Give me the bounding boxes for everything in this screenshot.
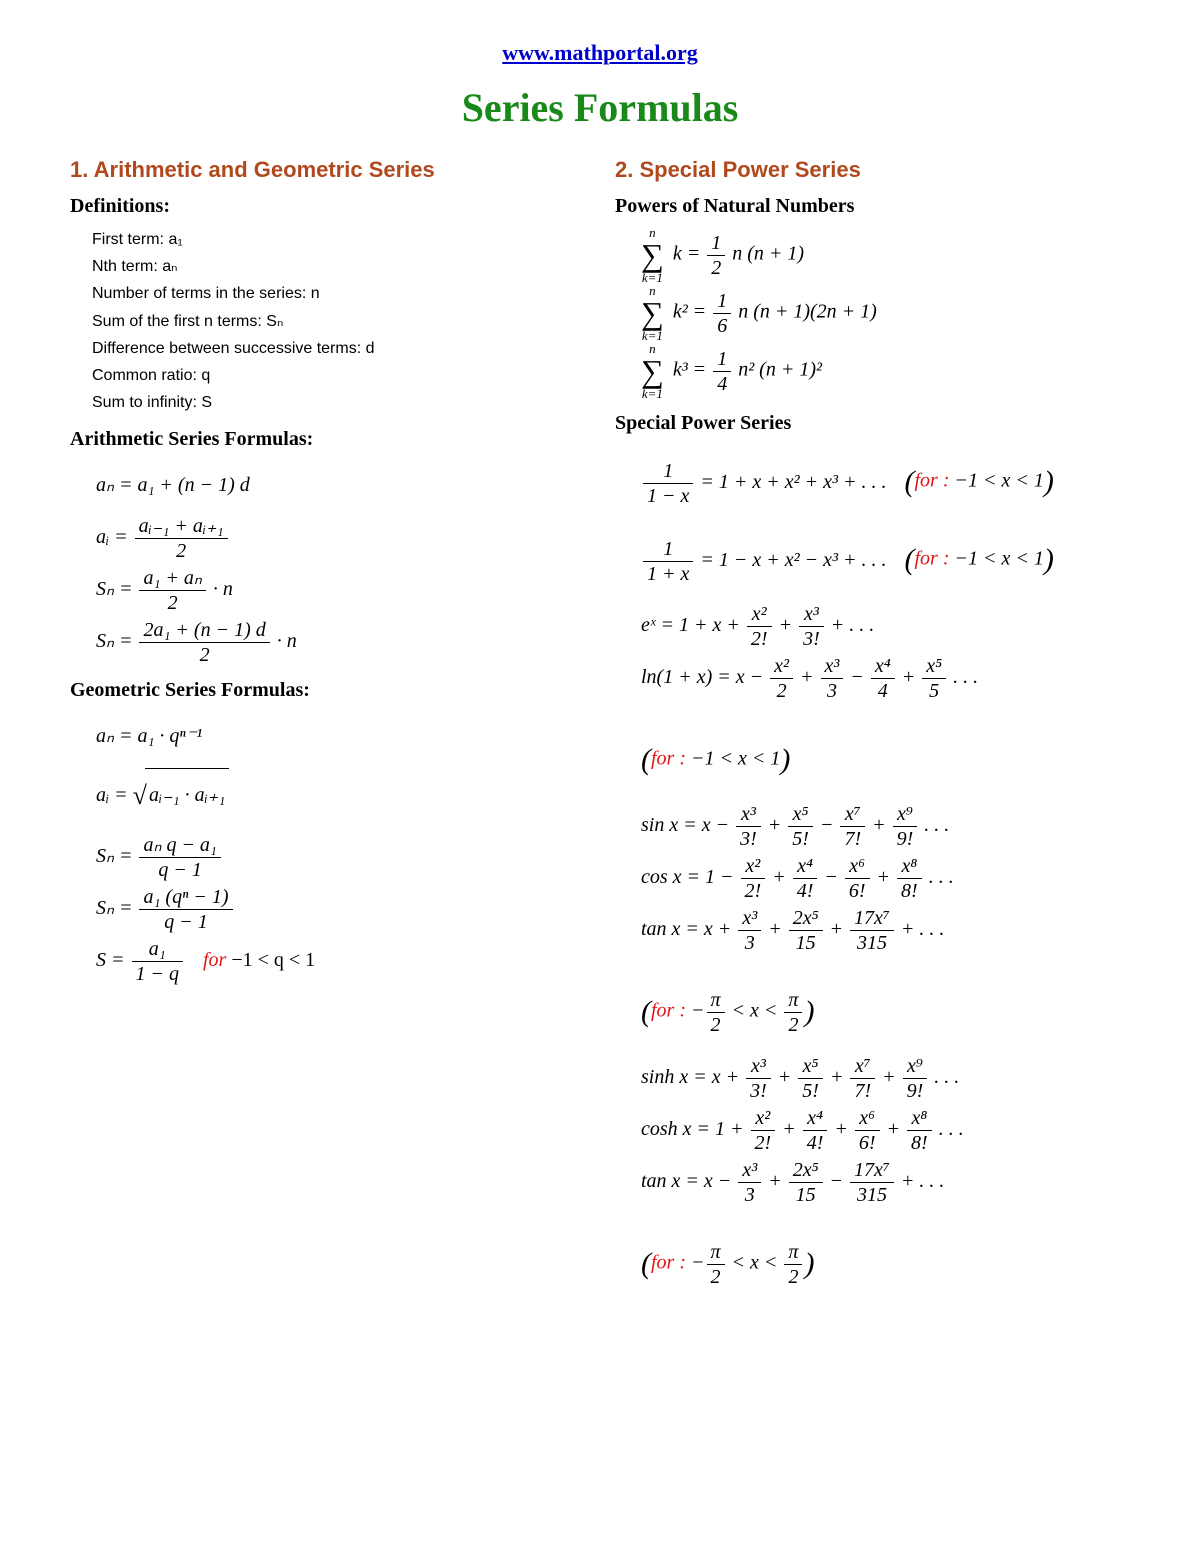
formula-row: cosh x = 1 + x²2! + x⁴4! + x⁶6! + x⁸8! .… — [641, 1103, 1130, 1155]
def-item: Common ratio: q — [92, 362, 585, 389]
formula-condition: (for : −π2 < x < π2) — [641, 1225, 814, 1303]
page-title: Series Formulas — [70, 84, 1130, 131]
formula-text: tan x = x − x³3 + 2x⁵15 − 17x⁷315 + . . … — [641, 1155, 944, 1207]
formula-text: S = a₁1 − q — [96, 934, 185, 986]
formula-row: tan x = x − x³3 + 2x⁵15 − 17x⁷315 + . . … — [641, 1155, 1130, 1303]
formula-text: eˣ = 1 + x + x²2! + x³3! + . . . — [641, 599, 874, 651]
formula-text: aₙ = a₁ + (n − 1) d — [96, 459, 250, 511]
def-item: Nth term: aₙ — [92, 253, 585, 280]
geometric-heading: Geometric Series Formulas: — [70, 679, 585, 702]
def-item: Sum to infinity: S — [92, 389, 585, 416]
formula-row: S = a₁1 − q for −1 < q < 1 — [96, 934, 585, 986]
powers-heading: Powers of Natural Numbers — [615, 195, 1130, 218]
formula-row: Sₙ = a₁ (qⁿ − 1)q − 1 — [96, 882, 585, 934]
formula-text: aᵢ = aᵢ₋₁ + aᵢ₊₁2 — [96, 511, 230, 563]
powers-formulas: n∑k=1 k = 12 n (n + 1) n∑k=1 k² = 16 n (… — [615, 226, 1130, 400]
formula-row: n∑k=1 k³ = 14 n² (n + 1)² — [641, 342, 1130, 400]
formula-condition: for −1 < q < 1 — [203, 934, 315, 986]
formula-text: 11 + x = 1 − x + x² − x³ + . . . — [641, 534, 886, 586]
formula-row: n∑k=1 k = 12 n (n + 1) — [641, 226, 1130, 284]
content-columns: 1. Arithmetic and Geometric Series Defin… — [70, 157, 1130, 1303]
formula-text: aᵢ = √aᵢ₋₁ · aᵢ₊₁ — [96, 762, 229, 830]
formula-row: ln(1 + x) = x − x²2 + x³3 − x⁴4 + x⁵5 . … — [641, 651, 1130, 799]
formula-row: Sₙ = 2a₁ + (n − 1) d2 · n — [96, 615, 585, 667]
definitions-list: First term: a₁ Nth term: aₙ Number of te… — [70, 226, 585, 416]
formula-text: aₙ = a₁ · qⁿ⁻¹ — [96, 710, 202, 762]
formula-row: aᵢ = √aᵢ₋₁ · aᵢ₊₁ — [96, 762, 585, 830]
formula-row: 11 − x = 1 + x + x² + x³ + . . . (for : … — [641, 443, 1130, 521]
sps-formulas: 11 − x = 1 + x + x² + x³ + . . . (for : … — [615, 443, 1130, 1303]
formula-text: Sₙ = 2a₁ + (n − 1) d2 · n — [96, 615, 297, 667]
section-2-heading: 2. Special Power Series — [615, 157, 1130, 183]
formula-row: aₙ = a₁ · qⁿ⁻¹ — [96, 710, 585, 762]
formula-row: Sₙ = a₁ + aₙ2 · n — [96, 563, 585, 615]
formula-text: 11 − x = 1 + x + x² + x³ + . . . — [641, 456, 886, 508]
formula-row: cos x = 1 − x²2! + x⁴4! − x⁶6! + x⁸8! . … — [641, 851, 1130, 903]
formula-text: sinh x = x + x³3! + x⁵5! + x⁷7! + x⁹9! .… — [641, 1051, 959, 1103]
formula-row: aᵢ = aᵢ₋₁ + aᵢ₊₁2 — [96, 511, 585, 563]
left-column: 1. Arithmetic and Geometric Series Defin… — [70, 157, 585, 1303]
formula-text: n∑k=1 k³ = 14 n² (n + 1)² — [641, 342, 822, 400]
definitions-heading: Definitions: — [70, 195, 585, 218]
formula-text: cosh x = 1 + x²2! + x⁴4! + x⁶6! + x⁸8! .… — [641, 1103, 964, 1155]
def-item: Sum of the first n terms: Sₙ — [92, 308, 585, 335]
formula-row: tan x = x + x³3 + 2x⁵15 + 17x⁷315 + . . … — [641, 903, 1130, 1051]
formula-text: n∑k=1 k² = 16 n (n + 1)(2n + 1) — [641, 284, 877, 342]
right-column: 2. Special Power Series Powers of Natura… — [615, 157, 1130, 1303]
formula-text: cos x = 1 − x²2! + x⁴4! − x⁶6! + x⁸8! . … — [641, 851, 954, 903]
arithmetic-heading: Arithmetic Series Formulas: — [70, 428, 585, 451]
formula-text: n∑k=1 k = 12 n (n + 1) — [641, 226, 804, 284]
arithmetic-formulas: aₙ = a₁ + (n − 1) d aᵢ = aᵢ₋₁ + aᵢ₊₁2 Sₙ… — [70, 459, 585, 667]
formula-condition: (for : −1 < x < 1) — [904, 443, 1053, 521]
formula-row: n∑k=1 k² = 16 n (n + 1)(2n + 1) — [641, 284, 1130, 342]
sps-heading: Special Power Series — [615, 412, 1130, 435]
formula-text: ln(1 + x) = x − x²2 + x³3 − x⁴4 + x⁵5 . … — [641, 651, 978, 703]
formula-text: sin x = x − x³3! + x⁵5! − x⁷7! + x⁹9! . … — [641, 799, 949, 851]
formula-text: Sₙ = a₁ + aₙ2 · n — [96, 563, 233, 615]
def-item: First term: a₁ — [92, 226, 585, 253]
def-item: Number of terms in the series: n — [92, 280, 585, 307]
section-1-heading: 1. Arithmetic and Geometric Series — [70, 157, 585, 183]
formula-row: eˣ = 1 + x + x²2! + x³3! + . . . — [641, 599, 1130, 651]
formula-text: Sₙ = aₙ q − a₁q − 1 — [96, 830, 223, 882]
formula-row: aₙ = a₁ + (n − 1) d — [96, 459, 585, 511]
geometric-formulas: aₙ = a₁ · qⁿ⁻¹ aᵢ = √aᵢ₋₁ · aᵢ₊₁ Sₙ = aₙ… — [70, 710, 585, 986]
formula-row: Sₙ = aₙ q − a₁q − 1 — [96, 830, 585, 882]
def-item: Difference between successive terms: d — [92, 335, 585, 362]
formula-condition: (for : −1 < x < 1) — [904, 521, 1053, 599]
formula-row: sinh x = x + x³3! + x⁵5! + x⁷7! + x⁹9! .… — [641, 1051, 1130, 1103]
formula-condition: (for : −π2 < x < π2) — [641, 973, 814, 1051]
formula-row: 11 + x = 1 − x + x² − x³ + . . . (for : … — [641, 521, 1130, 599]
formula-condition: (for : −1 < x < 1) — [641, 721, 790, 799]
formula-text: Sₙ = a₁ (qⁿ − 1)q − 1 — [96, 882, 235, 934]
formula-row: sin x = x − x³3! + x⁵5! − x⁷7! + x⁹9! . … — [641, 799, 1130, 851]
formula-text: tan x = x + x³3 + 2x⁵15 + 17x⁷315 + . . … — [641, 903, 944, 955]
site-link[interactable]: www.mathportal.org — [70, 40, 1130, 66]
